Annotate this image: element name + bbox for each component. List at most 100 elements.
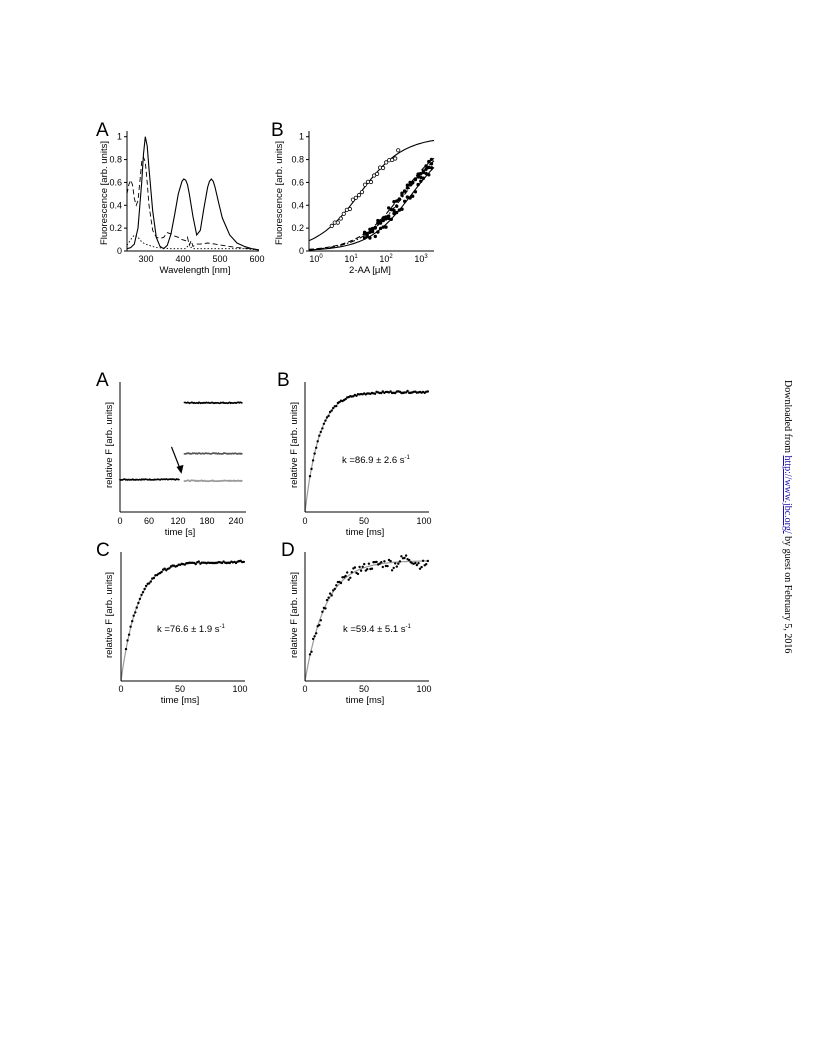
jbc-link[interactable]: http://www.jbc.org/ (782, 455, 793, 534)
data-point (380, 391, 383, 395)
fit-curve (120, 561, 245, 682)
data-point (413, 177, 418, 182)
download-notice: Downloaded from http://www.jbc.org/ by g… (782, 380, 793, 654)
plot-area (126, 136, 260, 251)
data-point (324, 607, 327, 610)
data-point (389, 217, 393, 221)
data-point (396, 148, 401, 153)
y-tick-label: 0 (299, 246, 304, 256)
data-point (335, 584, 338, 587)
x-tick-label: 300 (138, 254, 153, 264)
data-point (346, 571, 349, 574)
data-point (324, 419, 327, 422)
data-point (134, 611, 137, 614)
data-point (417, 562, 420, 565)
data-point (383, 560, 386, 563)
fig1-panel-b: B 0 0.2 0.4 0.6 0.8 1 100 101 102 103 2-AA [μ… (271, 120, 435, 276)
data-point (411, 180, 415, 184)
trace-point (178, 478, 180, 481)
panel-label: A (96, 120, 109, 141)
plot-area (304, 389, 429, 513)
data-point (333, 587, 336, 591)
fit-curve (304, 391, 429, 513)
data-point (415, 563, 419, 567)
x-tick-label: 50 (359, 516, 369, 526)
data-point (394, 562, 397, 565)
data-point (427, 173, 431, 177)
x-axis-label: time [ms] (346, 695, 385, 706)
x-tick-label: 60 (144, 516, 154, 526)
data-point (327, 596, 330, 599)
data-point (368, 227, 372, 231)
rate-annotation: k =76.6 ± 1.9 s-1 (157, 624, 226, 635)
fit-curve (304, 560, 429, 682)
plot-area (304, 554, 429, 682)
fit-curve (308, 139, 435, 242)
data-point (416, 182, 420, 187)
data-point (325, 598, 329, 602)
rate-annotation: k =59.4 ± 5.1 s-1 (343, 624, 412, 635)
x-tick-label: 100 (309, 254, 323, 264)
y-tick-label: 0.8 (109, 155, 122, 165)
data-point (313, 635, 316, 638)
data-point (376, 230, 380, 234)
x-axis-label: time [ms] (346, 527, 385, 538)
data-point (315, 632, 318, 635)
series-line (126, 156, 260, 251)
data-point (228, 561, 231, 565)
data-point (426, 390, 429, 393)
data-point (368, 230, 372, 234)
data-point (375, 560, 378, 564)
data-point (394, 391, 397, 395)
data-point (135, 606, 138, 609)
data-point (132, 614, 135, 617)
data-point (392, 566, 395, 570)
data-point (365, 234, 369, 238)
x-tick-label: 100 (232, 684, 247, 694)
data-point (405, 183, 410, 187)
data-point (321, 427, 324, 430)
data-point (341, 211, 346, 216)
data-point (361, 565, 364, 568)
data-point (338, 216, 343, 221)
data-point (392, 211, 396, 216)
data-point (362, 182, 368, 187)
data-point (311, 459, 315, 462)
data-point (374, 171, 380, 176)
data-point (197, 560, 200, 563)
data-point (403, 556, 406, 560)
trace-point (240, 479, 243, 482)
y-axis-label: relative F [arb. units] (104, 402, 115, 488)
data-point (308, 475, 312, 478)
data-point (335, 404, 338, 408)
data-point (424, 164, 428, 168)
data-point (356, 572, 360, 576)
x-axis-label: time [s] (165, 527, 196, 538)
arrow-head (176, 464, 184, 474)
data-point (220, 561, 224, 565)
data-point (362, 230, 367, 234)
data-point (368, 236, 372, 240)
data-point (427, 165, 431, 170)
data-point (424, 171, 428, 176)
panel-label: D (281, 540, 295, 561)
x-tick-label: 240 (228, 516, 243, 526)
y-tick-label: 0.2 (109, 223, 122, 233)
data-point (405, 195, 410, 199)
y-axis-label: relative F [arb. units] (104, 572, 115, 658)
data-point (378, 562, 381, 565)
data-point (344, 574, 347, 578)
data-point (380, 165, 386, 171)
data-point (403, 199, 407, 203)
data-point (373, 226, 377, 230)
data-point (425, 563, 428, 566)
data-point (163, 567, 166, 570)
data-point (398, 560, 402, 563)
data-point (325, 416, 329, 419)
data-point (194, 562, 197, 566)
y-axis-label: relative F [arb. units] (289, 402, 300, 488)
data-point (127, 633, 131, 636)
x-tick-label: 102 (379, 254, 393, 264)
data-point (384, 225, 388, 229)
